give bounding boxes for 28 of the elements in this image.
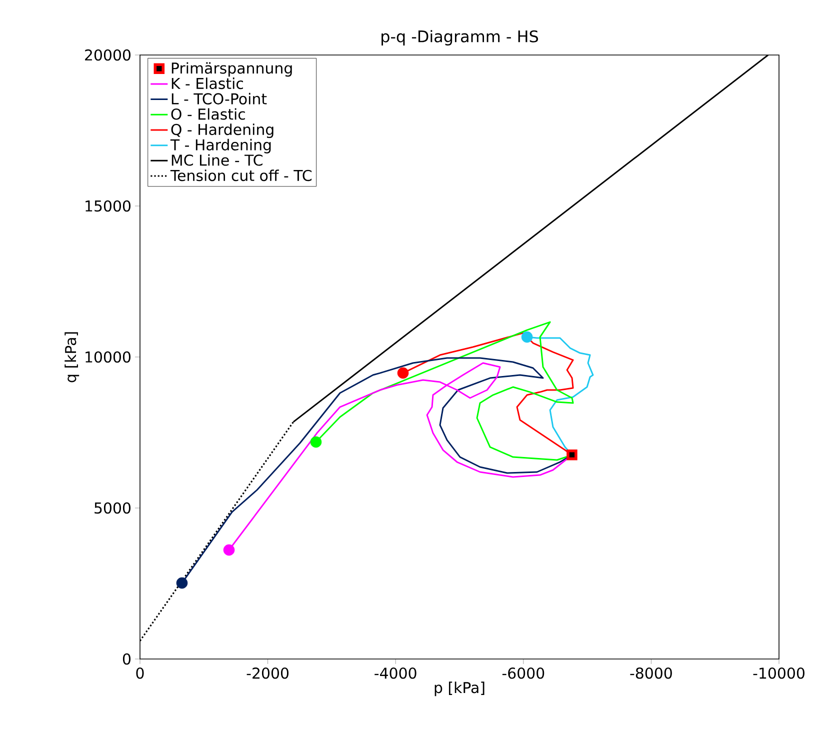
x-tick-label: -8000 xyxy=(630,668,672,679)
chart-title: p-q -Diagramm - HS xyxy=(382,30,538,46)
x-axis-title: p [kPa] xyxy=(434,682,484,696)
x-tick-label: -6000 xyxy=(502,668,544,679)
y-tick-label: 0 xyxy=(122,653,130,665)
x-tick-label: -10000 xyxy=(753,668,804,679)
x-tick-label: -2000 xyxy=(246,668,289,679)
point xyxy=(176,577,188,589)
x-tick-label: -4000 xyxy=(374,668,416,679)
point xyxy=(521,331,533,343)
point xyxy=(223,544,235,556)
y-tick-label: 15000 xyxy=(86,200,130,212)
point xyxy=(397,367,409,379)
y-axis-title: q [kPa] xyxy=(64,332,80,382)
legend-label: MC Line - TC xyxy=(172,154,262,166)
y-tick-label: 10000 xyxy=(86,351,130,363)
x-tick-label: 0 xyxy=(136,668,144,679)
y-tick-label: 5000 xyxy=(94,502,130,514)
legend-label: Primärspannung xyxy=(172,62,292,77)
legend-label: T - Hardening xyxy=(170,138,271,154)
legend-label: Q - Hardening xyxy=(171,124,274,138)
legend-label: Tension cut off - TC xyxy=(170,170,312,182)
point xyxy=(310,436,322,448)
legend-label: O - Elastic xyxy=(171,108,245,120)
y-tick-label: 20000 xyxy=(85,49,130,61)
legend-label: L - TCO-Point xyxy=(172,92,267,104)
legend-label: K - Elastic xyxy=(172,78,243,90)
point xyxy=(566,449,578,460)
